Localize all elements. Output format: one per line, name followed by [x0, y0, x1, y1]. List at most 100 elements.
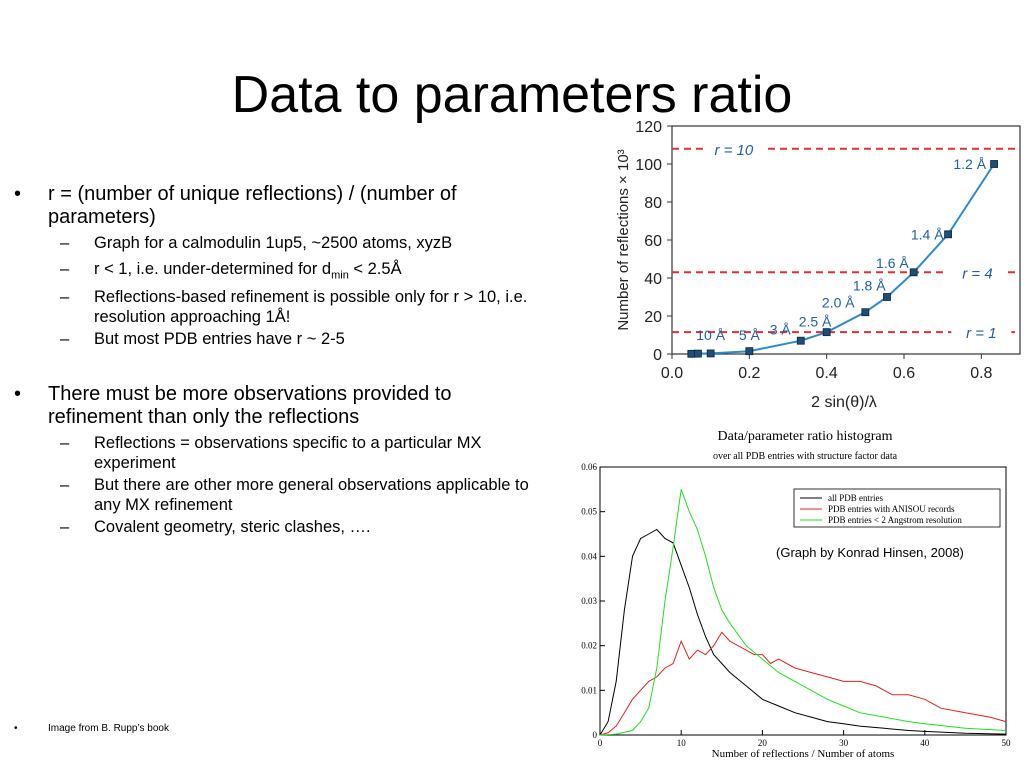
legend-box	[793, 488, 1001, 528]
y-tick-label: 100	[635, 157, 662, 174]
data-point	[687, 349, 696, 358]
series-line	[599, 631, 1007, 736]
sub-bullet-item: – Graph for a calmodulin 1up5, ~2500 ato…	[14, 233, 534, 253]
sub-bullet-item: – Reflections-based refinement is possib…	[14, 287, 534, 327]
data-point	[796, 336, 805, 345]
x-tick-label: 0.2	[738, 365, 760, 382]
x-tick-label: 40	[920, 738, 930, 748]
point-label: 2.0 Å	[822, 295, 855, 311]
sub-bullet-text: Graph for a calmodulin 1up5, ~2500 atoms…	[94, 234, 453, 252]
bullet-marker: •	[14, 183, 22, 205]
x-tick-label: 0.4	[816, 365, 838, 382]
footnote-text: Image from B. Rupp’s book	[48, 723, 169, 734]
x-tick-label: 50	[1002, 738, 1012, 748]
reference-label-bg	[703, 139, 764, 158]
sub-bullet-text: Reflections-based refinement is possible…	[94, 288, 528, 327]
bullet-item: • r = (number of unique reflections) / (…	[14, 183, 534, 229]
point-label: 3 Å	[770, 321, 792, 337]
dash-marker: –	[60, 518, 70, 537]
bullet-marker: •	[14, 723, 18, 734]
y-tick-label: 120	[635, 119, 662, 136]
sub-bullet-item: – Reflections = observations specific to…	[14, 433, 534, 473]
dash-marker: –	[60, 476, 70, 495]
y-tick-label: 0	[593, 730, 598, 740]
legend-label: PDB entries < 2 Angstrom resolution	[828, 515, 962, 525]
y-tick-label: 0.03	[581, 596, 597, 606]
y-tick-label: 80	[644, 195, 662, 212]
ratio-histogram-chart: Data/parameter ratio histogram over all …	[581, 429, 1012, 760]
x-tick-label: 10	[677, 738, 687, 748]
y-tick-label: 0.01	[581, 685, 597, 695]
bullet-text: There must be more observations provided…	[48, 383, 452, 429]
x-axis-label: Number of reflections / Number of atoms	[712, 748, 895, 760]
y-axis-label: Number of reflections × 10³	[615, 149, 632, 330]
reflections-vs-resolution-chart: r = 10 r = 4 r = 1 10 Å 5 Å 3 Å 2.5 Å 2.0 Å1.8…	[615, 119, 1021, 411]
sub-bullet-text: Covalent geometry, steric clashes, ….	[94, 518, 371, 537]
y-tick-label: 60	[644, 233, 662, 250]
point-label: 1.4 Å	[911, 226, 944, 242]
data-point	[883, 293, 891, 301]
x-tick-label: 0.8	[970, 365, 992, 382]
data-point	[706, 349, 715, 358]
reference-label: r = 4	[962, 265, 992, 282]
y-tick-label: 0	[653, 347, 662, 364]
data-point	[694, 349, 702, 358]
sub-bullet-item: – r < 1, i.e. under-determined for dmin …	[14, 259, 534, 285]
sub-bullet-text: But there are other more general observa…	[94, 476, 529, 515]
y-tick-label: 40	[644, 271, 662, 288]
dash-marker: –	[60, 434, 70, 453]
chart-subtitle: over all PDB entries with structure fact…	[713, 451, 898, 462]
data-point	[909, 268, 918, 277]
series-line	[691, 163, 995, 355]
dash-marker: –	[60, 330, 70, 349]
x-tick-label: 0.6	[893, 365, 915, 382]
series-line	[599, 528, 1007, 736]
dash-marker: –	[60, 260, 70, 278]
bullet-list: • r = (number of unique reflections) / (…	[14, 183, 534, 537]
sub-bullet-text: Reflections = observations specific to a…	[94, 434, 482, 473]
subscript-min: min	[331, 269, 349, 282]
point-label: 1.2 Å	[953, 156, 986, 172]
x-tick-label: 30	[839, 738, 849, 748]
x-tick-label: 0	[598, 738, 603, 748]
point-label: 5 Å	[739, 327, 761, 343]
data-point	[990, 160, 998, 168]
legend-label: all PDB entries	[828, 493, 883, 503]
reference-label: r = 1	[966, 325, 996, 342]
point-label: 1.8 Å	[853, 278, 886, 294]
x-tick-label: 20	[758, 738, 768, 748]
sub-bullet-item: – Covalent geometry, steric clashes, ….	[14, 517, 534, 537]
x-tick-label: 0.0	[661, 365, 683, 382]
bullet-item: • There must be more observations provid…	[14, 383, 534, 429]
sub-bullet-text-post: < 2.5Å	[348, 260, 402, 278]
sub-bullet-item: – But most PDB entries have r ~ 2-5	[14, 329, 534, 349]
point-label: 10 Å	[696, 327, 725, 343]
chart-title: Data/parameter ratio histogram	[718, 429, 893, 444]
y-tick-label: 20	[644, 309, 662, 326]
data-point	[822, 328, 831, 337]
legend-label: PDB entries with ANISOU records	[828, 504, 955, 514]
series-line	[599, 489, 1007, 736]
graph-credit: (Graph by Konrad Hinsen, 2008)	[776, 545, 964, 560]
dash-marker: –	[60, 288, 70, 307]
data-point	[745, 347, 754, 356]
y-tick-label: 0.06	[581, 462, 597, 472]
reference-label: r = 10	[714, 142, 753, 159]
sub-bullet-text: But most PDB entries have r ~ 2-5	[94, 330, 345, 349]
y-tick-label: 0.02	[581, 641, 597, 651]
y-tick-label: 0.05	[581, 507, 597, 517]
x-axis-label: 2 sin(θ)/λ	[811, 394, 877, 411]
data-point	[861, 308, 870, 317]
slide-title: Data to parameters ratio	[231, 66, 793, 124]
bullet-text: r = (number of unique reflections) / (nu…	[48, 183, 457, 228]
point-label: 2.5 Å	[799, 314, 832, 330]
sub-bullet-item: – But there are other more general obser…	[14, 475, 534, 515]
footnote: • Image from B. Rupp’s book	[14, 723, 169, 734]
bullet-marker: •	[14, 383, 22, 406]
sub-bullet-text-pre: r < 1, i.e. under-determined for d	[94, 260, 332, 278]
reference-label-bg	[947, 263, 1008, 282]
dash-marker: –	[60, 234, 70, 252]
point-label: 1.6 Å	[876, 255, 909, 271]
y-tick-label: 0.04	[581, 551, 597, 561]
